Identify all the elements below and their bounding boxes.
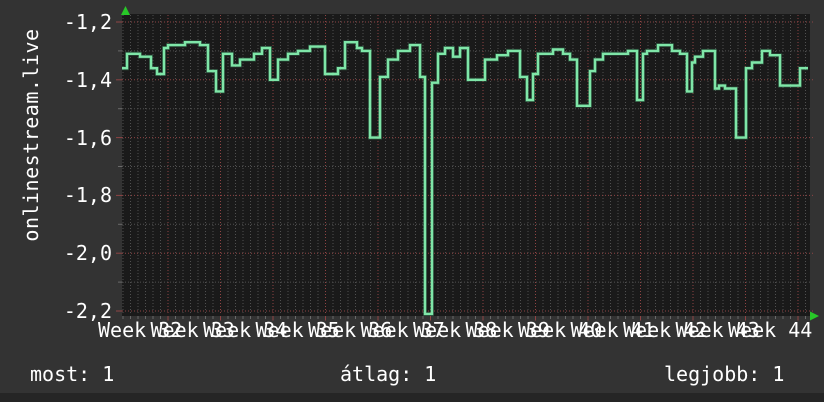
stat-most: most: 1: [30, 362, 115, 386]
y-tick-label: -1,6: [63, 125, 112, 150]
stat-average: átlag: 1: [340, 362, 437, 386]
x-tick-label: Week 38: [413, 318, 498, 342]
x-tick-label: Week 37: [360, 318, 445, 342]
x-tick-label: Week 36: [308, 318, 393, 342]
x-tick-label: Week 43: [675, 318, 760, 342]
y-tick-label: -1,2: [63, 10, 112, 34]
stat-best: legjobb: 1: [664, 362, 785, 386]
bottom-strip: [0, 393, 824, 402]
y-tick-label: -1,4: [63, 67, 112, 92]
y-tick-label: -2,2: [63, 299, 112, 323]
y-tick-label: -1,8: [63, 183, 112, 208]
y-tick-label: -2,0: [63, 241, 112, 266]
y-axis-title: onlinestream.live: [19, 28, 43, 242]
x-tick-label: Week 41: [570, 318, 655, 342]
x-axis-arrow-icon: [810, 311, 819, 321]
x-tick-label: Week 44: [728, 318, 813, 342]
y-axis-arrow-icon: [121, 6, 130, 15]
x-tick-label: Week 39: [465, 318, 550, 342]
x-tick-label: Week 34: [203, 318, 288, 342]
x-tick-label: Week 42: [623, 318, 708, 342]
x-tick-label: Week 32: [98, 318, 183, 342]
x-tick-label: Week 33: [150, 318, 235, 342]
x-tick-label: Week 35: [255, 318, 340, 342]
x-tick-label: Week 40: [518, 318, 603, 342]
data-line: [122, 41, 808, 316]
